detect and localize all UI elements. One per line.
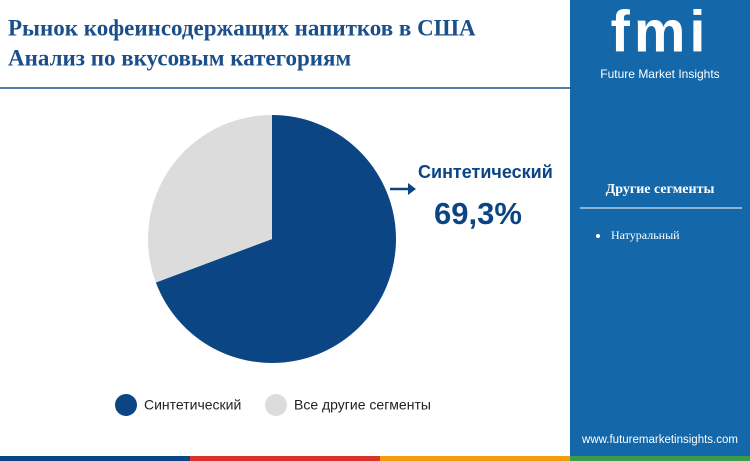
- sidebar-heading: Другие сегменты: [606, 182, 715, 197]
- sidebar: [570, 0, 750, 461]
- sidebar-item: Натуральный: [611, 228, 680, 242]
- legend-swatch: [115, 394, 137, 416]
- brand-logo: fmi: [611, 0, 710, 64]
- chart-title: Рынок кофеинсодержащих напитков в США: [8, 15, 476, 40]
- callout-label: Синтетический: [418, 162, 553, 182]
- website: www.futuremarketinsights.com: [581, 434, 738, 446]
- footer-strip: [380, 456, 570, 461]
- pie-slice: [155, 115, 396, 364]
- brand-name: Future Market Insights: [600, 67, 719, 81]
- footer-strip: [190, 456, 380, 461]
- footer-strip: [570, 456, 750, 461]
- bullet: [596, 234, 600, 238]
- footer-strip: [0, 456, 190, 461]
- pie-slice: [148, 115, 272, 283]
- legend-label: Синтетический: [144, 397, 241, 413]
- callout-arrowhead: [408, 183, 416, 195]
- data-label: 69,3%: [434, 196, 522, 231]
- legend-label: Все другие сегменты: [294, 397, 431, 413]
- chart-subtitle: Анализ по вкусовым категориям: [8, 45, 351, 70]
- legend-swatch: [265, 394, 287, 416]
